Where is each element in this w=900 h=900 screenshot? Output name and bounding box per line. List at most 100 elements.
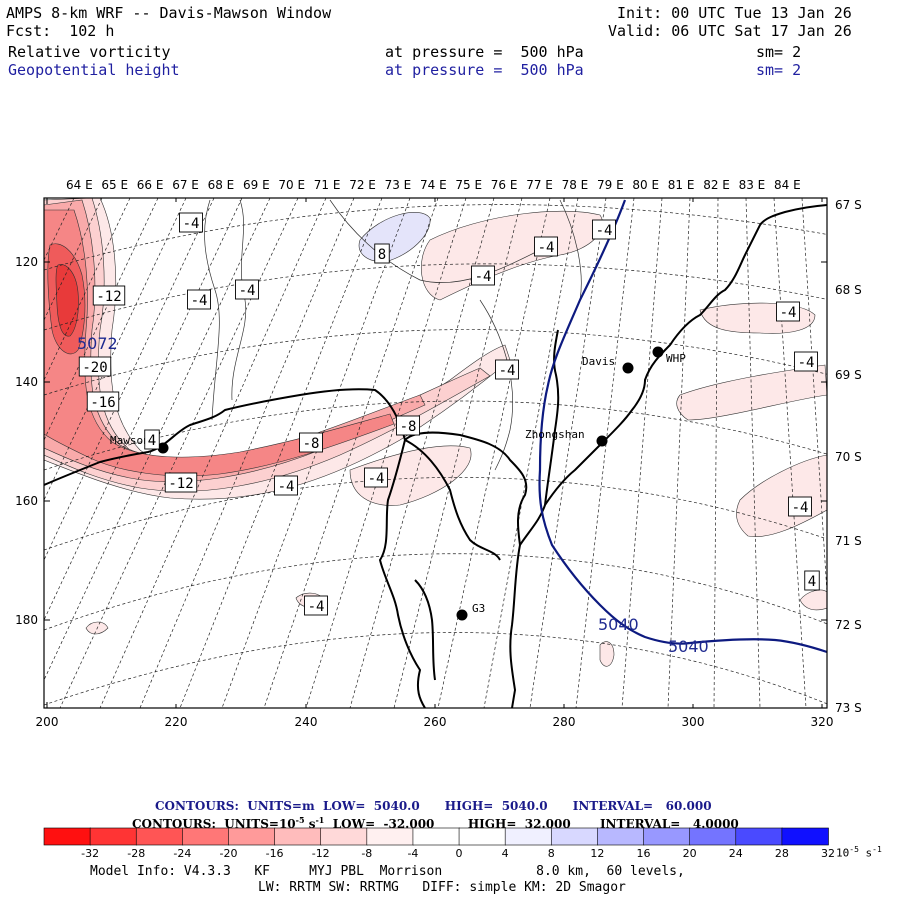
vorticity-label: -4 <box>239 283 256 299</box>
latitude-label: 68 S <box>835 283 862 297</box>
station-label-mawson: Mawson <box>110 434 150 447</box>
vorticity-label-box <box>164 472 198 493</box>
top-longitude-label: 68 E <box>208 178 235 192</box>
vorticity-label: -4 <box>798 355 815 371</box>
vorticity-label: -8 <box>400 419 417 435</box>
top-longitude-label: 82 E <box>703 178 730 192</box>
top-longitude-label: 75 E <box>455 178 482 192</box>
colorbar-unit: 10-5 s-1 <box>836 841 882 863</box>
latitude-label: 69 S <box>835 368 862 382</box>
x-tick-label: 320 <box>811 715 834 729</box>
vorticity-label-box <box>179 212 203 233</box>
colorbar-unit-exp: -5 <box>849 845 859 854</box>
top-longitude-label: 73 E <box>385 178 412 192</box>
top-longitude-label: 66 E <box>137 178 164 192</box>
valid-time: Valid: 06 UTC Sat 17 Jan 26 <box>608 22 852 40</box>
vorticity-label: -4 <box>538 240 555 256</box>
y-tick-label: 180 <box>15 613 38 627</box>
station-label-g3: G3 <box>472 602 485 615</box>
colorbar-unit-s: s <box>858 846 873 860</box>
vort-contour-a: CONTOURS: UNITS=10 <box>132 817 296 831</box>
vort-contour-exp: -5 <box>295 815 305 825</box>
vorticity-label: -4 <box>792 500 809 516</box>
vorticity-label: -8 <box>303 436 320 452</box>
y-axis-ticks <box>44 261 827 621</box>
station-dot-g3 <box>456 609 468 621</box>
height-label-5040-b: 5040 <box>668 637 709 656</box>
top-longitude-label: 71 E <box>314 178 341 192</box>
vorticity-label-box <box>776 301 800 322</box>
top-longitude-label: 76 E <box>491 178 518 192</box>
latitude-label: 72 S <box>835 618 862 632</box>
colorbar-label: 24 <box>729 847 743 860</box>
colorbar-swatch <box>781 827 829 846</box>
vort-contour-c: LOW= -32.000 HIGH= 32.000 INTERVAL= 4.00… <box>324 817 739 831</box>
colorbar-swatch <box>735 827 783 846</box>
colorbar-label: 16 <box>637 847 651 860</box>
x-tick-label: 240 <box>295 715 318 729</box>
vorticity-label-box <box>78 356 112 377</box>
vorticity-label: -12 <box>168 476 193 492</box>
vorticity-label: -4 <box>368 471 385 487</box>
field1-smoothing: sm= 2 <box>756 43 802 61</box>
height-contours <box>538 199 827 654</box>
vorticity-label: -4 <box>278 479 295 495</box>
x-axis-ticks <box>46 198 823 708</box>
colorbar-label: -20 <box>219 847 237 860</box>
colorbar-label: 0 <box>456 847 463 860</box>
colorbar-label: 28 <box>775 847 789 860</box>
vorticity-label: -12 <box>96 289 121 305</box>
top-longitude-label: 80 E <box>632 178 659 192</box>
top-longitude-label: 78 E <box>562 178 589 192</box>
top-longitude-label: 72 E <box>349 178 376 192</box>
x-tick-label: 300 <box>682 715 705 729</box>
colorbar-label: 8 <box>548 847 555 860</box>
top-longitude-label: 83 E <box>739 178 766 192</box>
vorticity-contour-info: CONTOURS: UNITS=10-5 s-1 LOW= -32.000 HI… <box>132 811 739 833</box>
vorticity-label: -4 <box>780 305 797 321</box>
vorticity-label-box <box>144 429 160 450</box>
colorbar-label: -8 <box>361 847 372 860</box>
vorticity-label: -4 <box>596 223 613 239</box>
station-dot-whp <box>652 346 664 358</box>
vorticity-label: -16 <box>90 395 115 411</box>
colorbar-label: -12 <box>312 847 330 860</box>
colorbar-swatch <box>89 827 138 846</box>
vorticity-label-box <box>471 265 495 286</box>
x-tick-label: 260 <box>424 715 447 729</box>
model-info: Model Info: V4.3.3 KF MYJ PBL Morrison 8… <box>90 864 685 879</box>
colorbar-unit-exp2: -1 <box>872 845 882 854</box>
latitude-label: 71 S <box>835 534 862 548</box>
top-longitude-label: 77 E <box>526 178 553 192</box>
map-title: AMPS 8-km WRF -- Davis-Mawson Window <box>6 4 332 22</box>
field2-smoothing: sm= 2 <box>756 61 802 79</box>
meridians <box>44 198 827 708</box>
vorticity-label-box <box>304 595 328 616</box>
height-label-5072: 5072 <box>77 334 118 353</box>
colorbar-label: -24 <box>173 847 191 860</box>
station-label-zhongshan: Zhongshan <box>525 428 585 441</box>
colorbar-label: -28 <box>127 847 145 860</box>
x-tick-label: 220 <box>165 715 188 729</box>
vorticity-label: -4 <box>308 599 325 615</box>
top-longitude-label: 74 E <box>420 178 447 192</box>
colorbar-label: 12 <box>590 847 604 860</box>
model-physics: LW: RRTM SW: RRTMG DIFF: simple KM: 2D S… <box>258 880 626 895</box>
colorbar-swatch <box>43 827 91 846</box>
init-time: Init: 00 UTC Tue 13 Jan 26 <box>617 4 852 22</box>
top-longitude-label: 69 E <box>243 178 270 192</box>
top-longitude-label: 65 E <box>101 178 128 192</box>
x-tick-label: 280 <box>553 715 576 729</box>
station-dot-mawson <box>157 442 169 454</box>
height-contour-info: CONTOURS: UNITS=m LOW= 5040.0 HIGH= 5040… <box>155 799 712 813</box>
forecast-hour: Fcst: 102 h <box>6 22 115 40</box>
field1-level: at pressure = 500 hPa <box>385 43 584 61</box>
vorticity-contours <box>204 199 582 471</box>
top-longitude-label: 81 E <box>668 178 695 192</box>
vorticity-label: 4 <box>808 574 816 590</box>
vorticity-label: 8 <box>378 247 386 263</box>
vorticity-label-box <box>495 359 519 380</box>
top-longitude-label: 84 E <box>774 178 801 192</box>
y-tick-label: 160 <box>15 494 38 508</box>
